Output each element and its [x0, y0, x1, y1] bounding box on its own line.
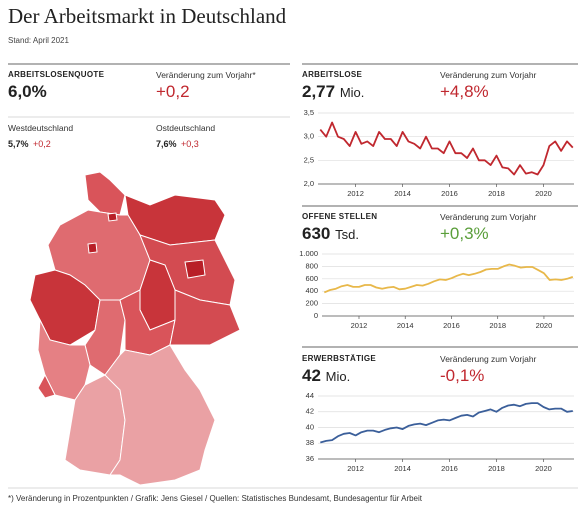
chart-title: OFFENE STELLEN: [302, 212, 378, 221]
change: +0,3%: [440, 224, 489, 243]
line: [320, 402, 573, 444]
x-tick-label: 2016: [441, 464, 458, 473]
figure-unit: Tsd.: [335, 227, 359, 242]
subtitle: Stand: April 2021: [8, 36, 69, 45]
state: [107, 212, 118, 222]
chart-title: ARBEITSLOSE: [302, 70, 363, 79]
line: [319, 121, 574, 176]
change: +4,8%: [440, 82, 489, 101]
chart-figure: 2,77 Mio.: [302, 82, 364, 102]
x-tick-label: 2020: [535, 464, 552, 473]
state: [87, 242, 98, 254]
y-tick-label: 2,5: [304, 155, 314, 164]
change: -0,1%: [440, 366, 485, 385]
y-tick-label: 2,0: [304, 179, 314, 188]
kpi-value: 6,0%: [8, 82, 47, 101]
x-tick-label: 2014: [394, 189, 411, 198]
y-tick-label: 3,5: [304, 108, 314, 117]
kpi-title: ARBEITSLOSENQUOTE: [8, 70, 105, 79]
chart-figure: 630 Tsd.: [302, 224, 359, 244]
figure-value: 42: [302, 366, 321, 385]
change-label: Veränderung zum Vorjahr: [440, 212, 537, 222]
y-tick-label: 0: [314, 311, 318, 320]
x-tick-label: 2012: [351, 321, 368, 330]
y-tick-label: 400: [305, 286, 318, 295]
map: [29, 171, 241, 486]
figure-value: 630: [302, 224, 331, 243]
y-tick-label: 36: [306, 454, 314, 463]
x-tick-label: 2012: [347, 189, 364, 198]
y-tick-label: 42: [306, 407, 314, 416]
change-label: Veränderung zum Vorjahr: [440, 354, 537, 364]
state: [37, 373, 56, 399]
change-label: Veränderung zum Vorjahr: [440, 70, 537, 80]
west: 5,7% +0,2: [8, 134, 51, 152]
east: 7,6% +0,3: [156, 134, 199, 152]
y-tick-label: 1.000: [299, 249, 318, 258]
separators: [8, 63, 578, 489]
x-tick-label: 2014: [397, 321, 414, 330]
y-tick-label: 800: [305, 261, 318, 270]
title: Der Arbeitsmarkt in Deutschland: [8, 4, 287, 28]
kpi-change-label: Veränderung zum Vorjahr*: [156, 70, 256, 80]
state: [169, 289, 241, 346]
east-value: 7,6%: [156, 139, 177, 149]
y-tick-label: 200: [305, 299, 318, 308]
figure-unit: Mio.: [339, 85, 365, 100]
x-tick-label: 2016: [441, 189, 458, 198]
x-tick-label: 2018: [489, 321, 506, 330]
east-change: +0,3: [180, 139, 199, 149]
west-change: +0,2: [32, 139, 51, 149]
west-value: 5,7%: [8, 139, 29, 149]
y-tick-label: 44: [306, 391, 314, 400]
state: [184, 259, 206, 279]
x-tick-label: 2012: [347, 464, 364, 473]
y-tick-label: 3,0: [304, 132, 314, 141]
state: [104, 344, 216, 486]
state: [84, 171, 126, 216]
x-tick-label: 2020: [536, 321, 553, 330]
line: [323, 263, 574, 294]
x-tick-label: 2020: [535, 189, 552, 198]
west-label: Westdeutschland: [8, 123, 74, 133]
footer: *) Veränderung in Prozentpunkten / Grafi…: [8, 494, 423, 503]
chart-figure: 42 Mio.: [302, 366, 350, 386]
x-tick-label: 2018: [488, 464, 505, 473]
y-tick-label: 40: [306, 422, 314, 431]
figure-value: 2,77: [302, 82, 336, 101]
y-tick-label: 38: [306, 438, 314, 447]
x-tick-label: 2014: [394, 464, 411, 473]
x-tick-label: 2018: [488, 189, 505, 198]
figure-unit: Mio.: [325, 369, 351, 384]
kpi-change: +0,2: [156, 82, 190, 101]
x-tick-label: 2016: [443, 321, 460, 330]
chart-title: ERWERBSTÄTIGE: [302, 354, 376, 363]
east-label: Ostdeutschland: [156, 123, 216, 133]
y-tick-label: 600: [305, 274, 318, 283]
